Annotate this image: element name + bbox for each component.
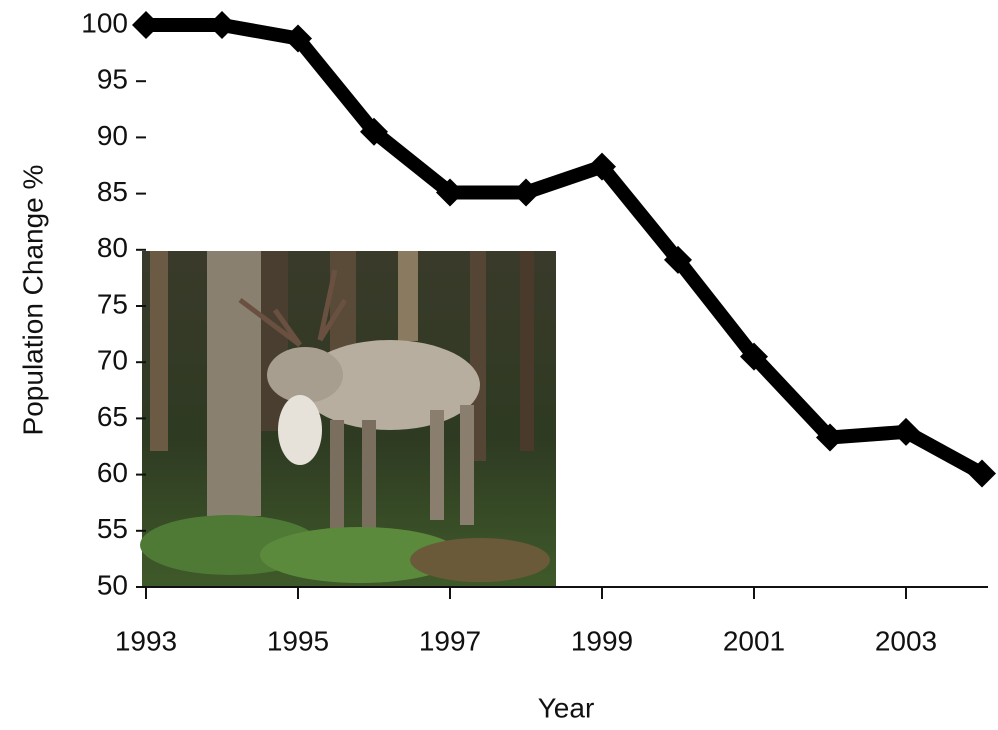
x-tick-label: 2001 bbox=[723, 625, 785, 656]
data-point bbox=[132, 11, 160, 39]
x-tick-label: 1993 bbox=[115, 625, 177, 656]
y-tick-label: 85 bbox=[97, 176, 128, 207]
y-tick-label: 80 bbox=[97, 232, 128, 263]
photo-inset bbox=[140, 251, 556, 587]
chart: Year Population Change % 50 55 60 65 70 75 80 8… bbox=[0, 0, 998, 730]
y-tick-label: 65 bbox=[97, 401, 128, 432]
y-tick-label: 55 bbox=[97, 513, 128, 544]
y-tick-label: 50 bbox=[97, 569, 128, 600]
y-tick-label: 60 bbox=[97, 457, 128, 488]
x-tick-label: 1995 bbox=[267, 625, 329, 656]
y-axis-label: Population Change % bbox=[17, 165, 48, 436]
y-tick-label: 70 bbox=[97, 345, 128, 376]
x-axis-label: Year bbox=[538, 692, 595, 723]
y-tick-label: 100 bbox=[81, 7, 128, 38]
y-tick-label: 75 bbox=[97, 288, 128, 319]
x-tick-label: 1999 bbox=[571, 625, 633, 656]
x-tick-label: 1997 bbox=[419, 625, 481, 656]
y-tick-label: 95 bbox=[97, 64, 128, 95]
y-tick-label: 90 bbox=[97, 120, 128, 151]
data-point bbox=[208, 11, 236, 39]
x-tick-label: 2003 bbox=[875, 625, 937, 656]
